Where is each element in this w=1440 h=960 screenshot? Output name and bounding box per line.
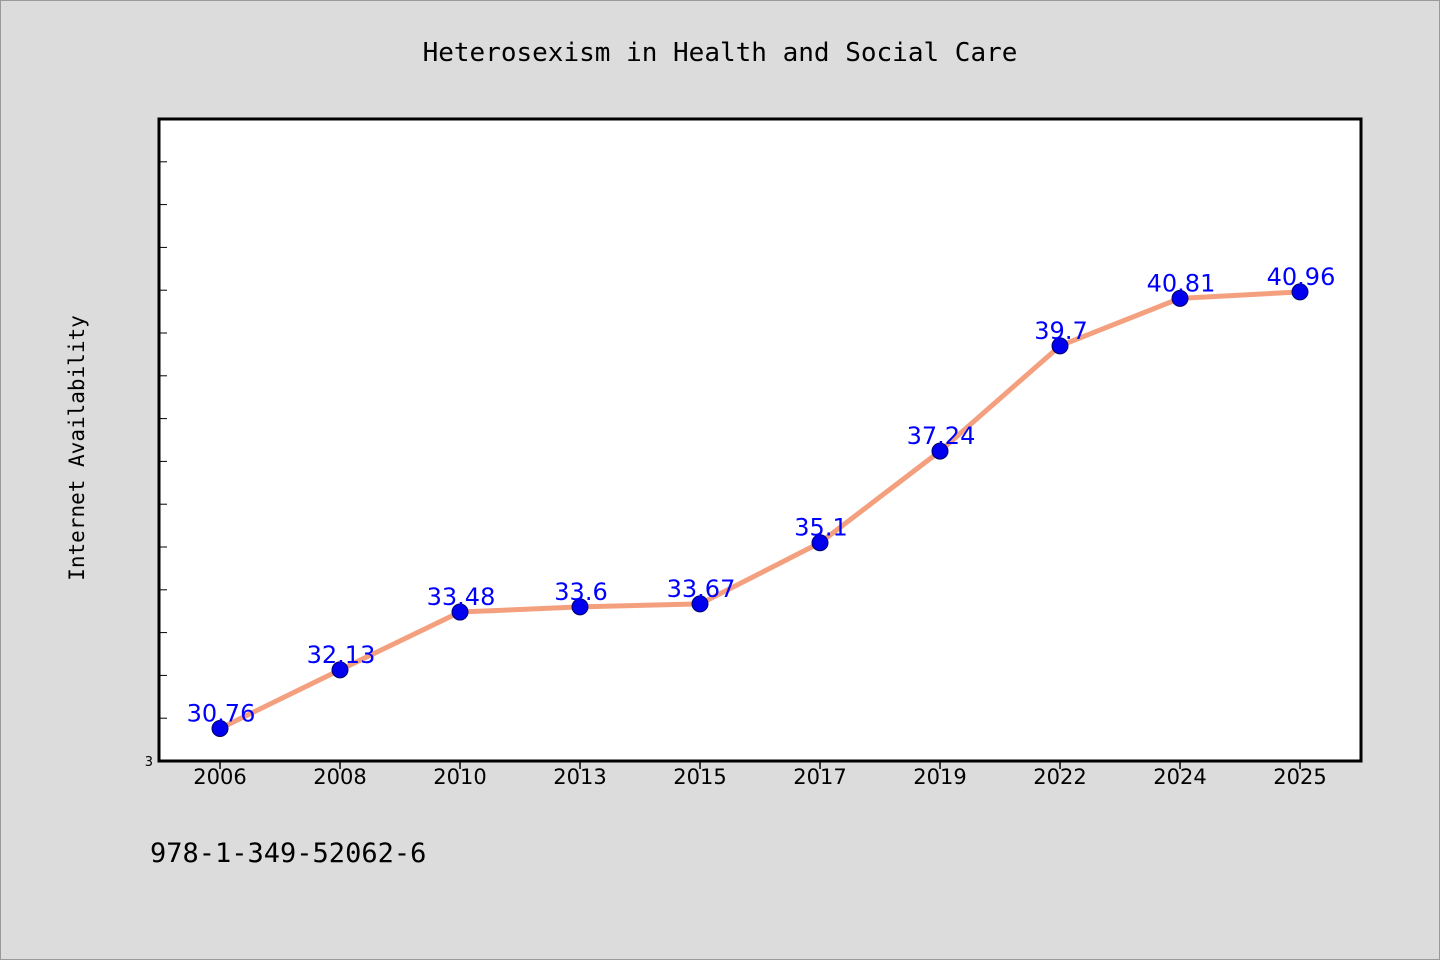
- x-tick-label: 2008: [313, 765, 366, 789]
- chart-title: Heterosexism in Health and Social Care: [423, 38, 1018, 68]
- data-point: [691, 595, 709, 613]
- x-axis-ticks: [219, 761, 1301, 769]
- data-point: [1051, 337, 1069, 355]
- x-tick-label: 2013: [553, 765, 606, 789]
- data-label: 35.1: [794, 514, 847, 542]
- x-tick-label: 2010: [433, 765, 486, 789]
- plot-area: [157, 117, 1363, 763]
- data-point: [1171, 289, 1189, 307]
- data-label: 40.81: [1147, 269, 1216, 297]
- data-label: 33.48: [427, 583, 496, 611]
- data-point: [211, 719, 229, 737]
- data-point: [451, 603, 469, 621]
- x-tick-label: 2015: [673, 765, 726, 789]
- x-tick-label: 2006: [193, 765, 246, 789]
- x-tick-label: 2022: [1033, 765, 1086, 789]
- data-point: [571, 598, 589, 616]
- x-tick-label: 2019: [913, 765, 966, 789]
- data-label: 32.13: [307, 641, 376, 669]
- data-point: [811, 534, 829, 552]
- data-label: 37.24: [907, 422, 976, 450]
- y-tick-label: 3: [145, 755, 153, 770]
- data-point: [931, 442, 949, 460]
- x-tick-label: 2017: [793, 765, 846, 789]
- x-axis-tick-labels: 2006 2008 2010 2013 2015 2017 2019 2022 2024 2025: [193, 765, 1326, 789]
- data-label: 40.96: [1267, 263, 1336, 291]
- series-markers: [211, 283, 1309, 737]
- y-axis-ticks: [159, 161, 167, 762]
- series-lines: [217, 289, 1303, 731]
- x-tick-label: 2024: [1153, 765, 1206, 789]
- data-point: [1291, 283, 1309, 301]
- y-axis-tick-labels: 3: [145, 755, 153, 770]
- data-labels: 30.76 32.13 33.48 33.6 33.67 35.1 37.24 39.7 40.…: [187, 263, 1336, 728]
- data-point: [331, 661, 349, 679]
- x-tick-label: 2025: [1273, 765, 1326, 789]
- data-label: 33.6: [554, 578, 607, 606]
- data-label: 30.76: [187, 699, 256, 727]
- y-axis-label: Internet Availability: [65, 315, 89, 581]
- data-label: 33.67: [667, 575, 736, 603]
- series-line: [217, 289, 1303, 731]
- footer-isbn: 978-1-349-52062-6: [150, 838, 426, 869]
- data-label: 39.7: [1034, 317, 1087, 345]
